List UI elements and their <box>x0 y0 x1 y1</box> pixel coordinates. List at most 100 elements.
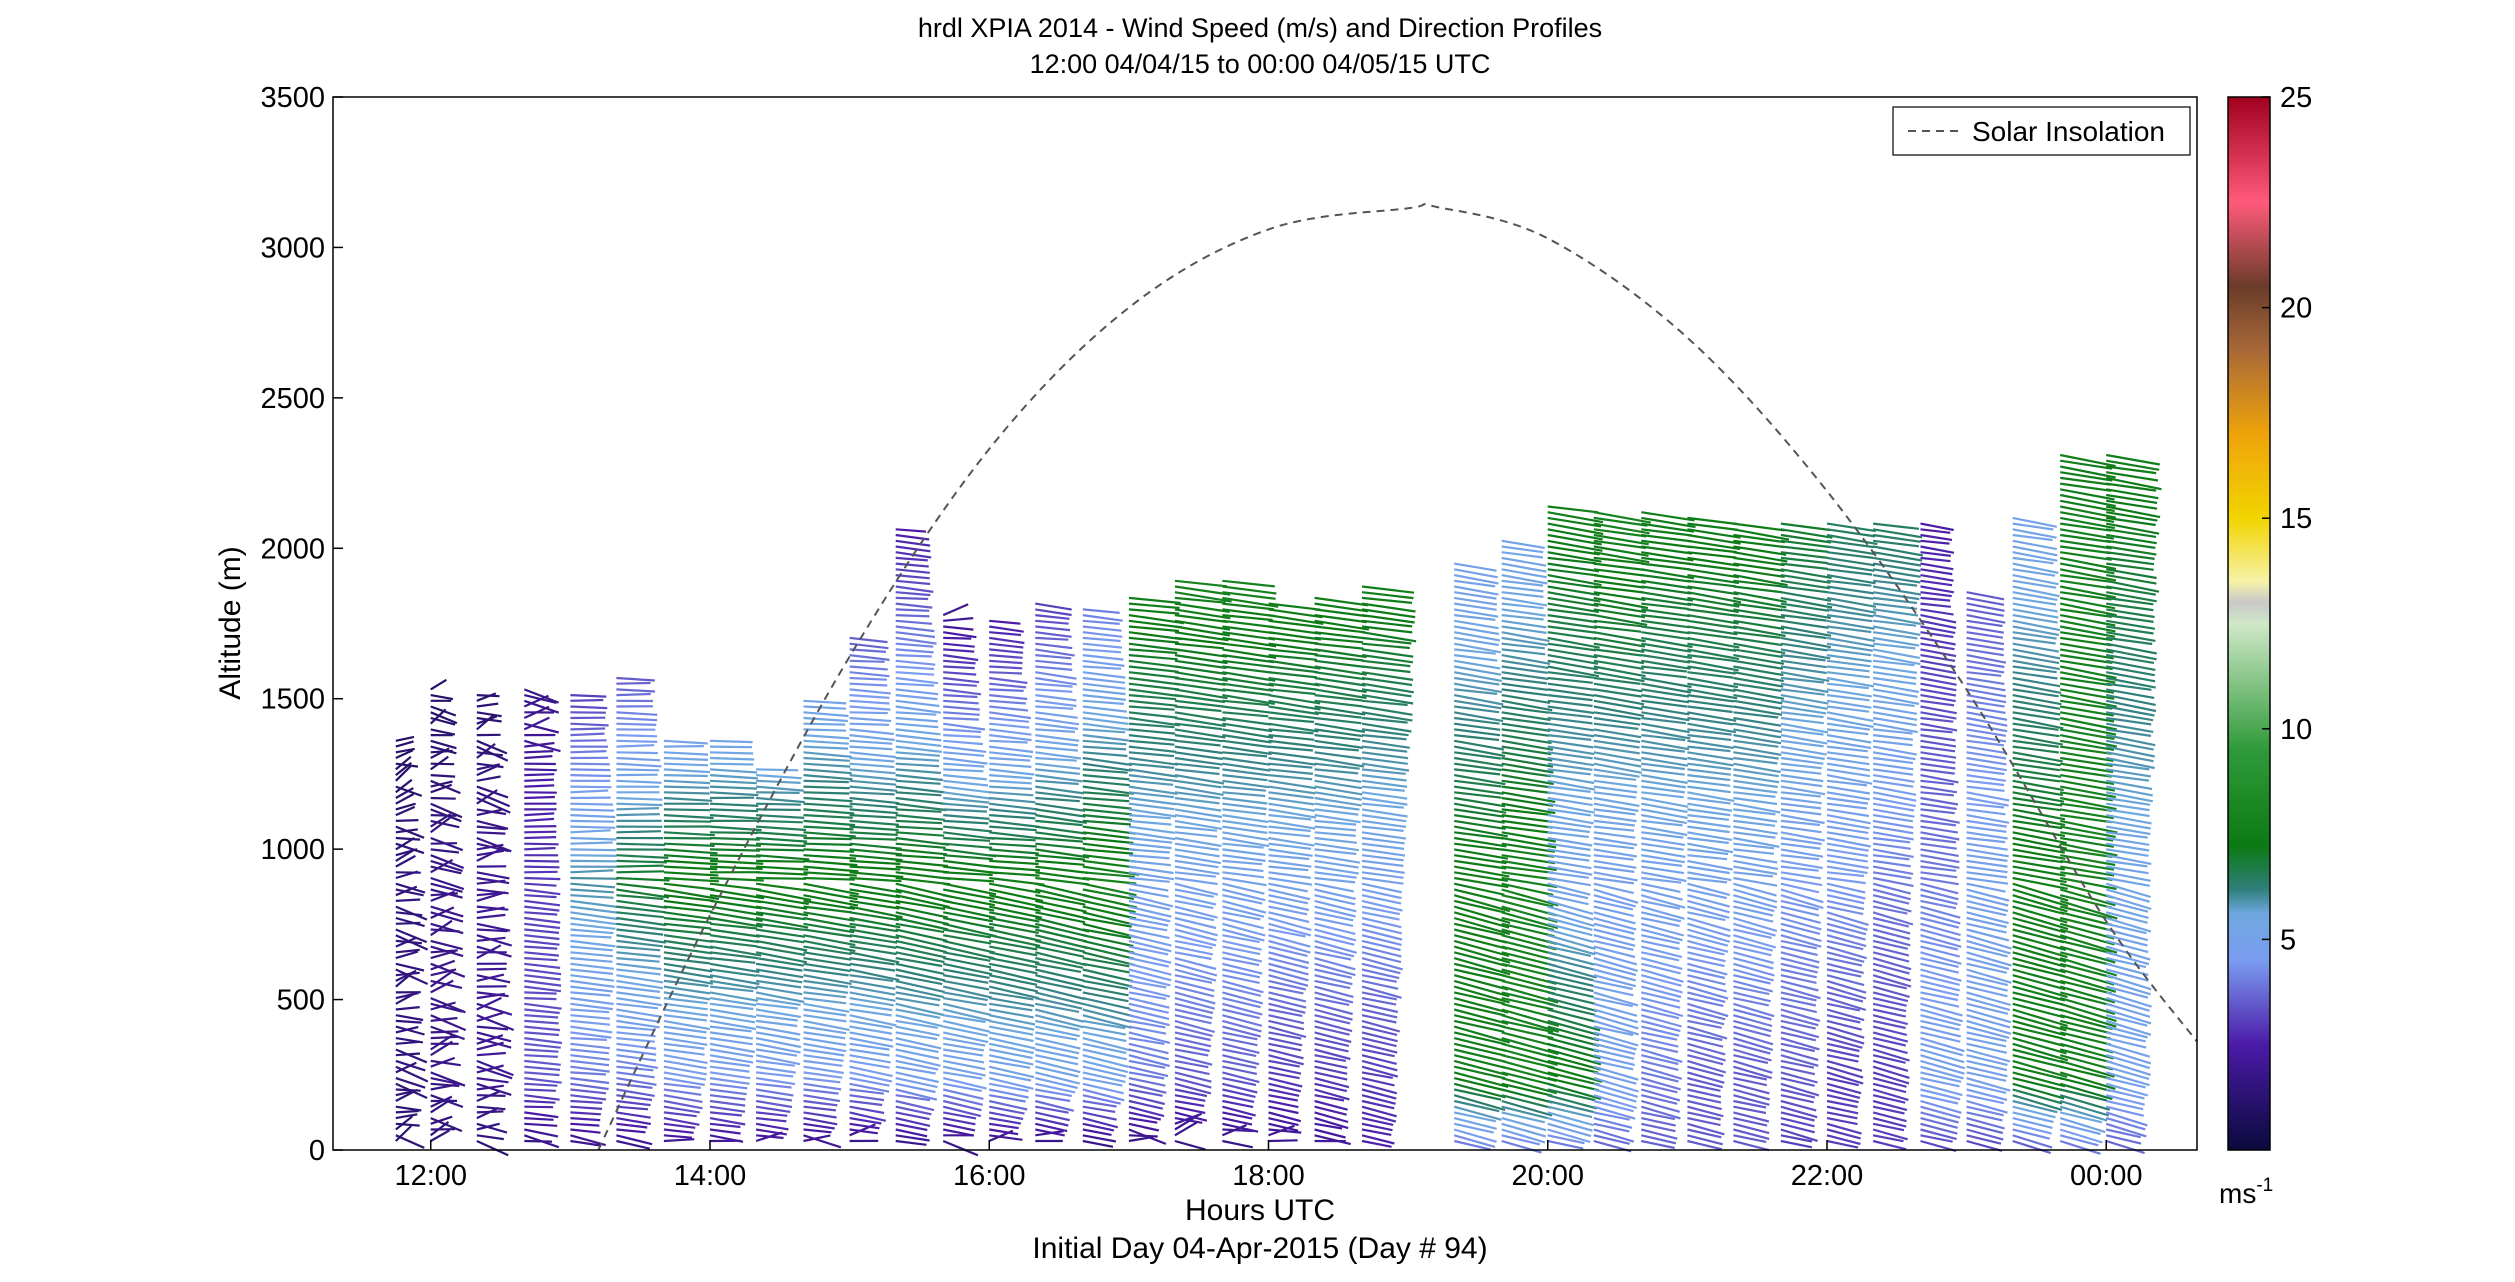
wind-barb <box>1314 1037 1350 1047</box>
wind-barb <box>1314 642 1364 650</box>
wind-barb <box>1035 974 1085 988</box>
wind-barb <box>1920 1111 1959 1124</box>
wind-barb <box>1593 568 1645 577</box>
wind-barb <box>1920 888 1959 901</box>
wind-barb <box>1872 1099 1908 1112</box>
wind-barb <box>524 842 559 846</box>
wind-barb <box>1966 768 2005 776</box>
wind-barb <box>2106 848 2149 857</box>
wind-barb <box>1641 568 1695 580</box>
wind-barb <box>1966 922 2007 934</box>
wind-barb <box>476 1031 512 1043</box>
wind-barb <box>1966 842 2008 851</box>
wind-barb <box>1966 596 2005 606</box>
wind-barb <box>849 905 903 919</box>
wind-barb <box>395 968 429 986</box>
wind-barb <box>1920 585 1955 594</box>
wind-barb <box>524 997 557 1001</box>
wind-barb <box>709 859 764 865</box>
wind-barb <box>1733 728 1782 739</box>
wind-barb <box>1501 1002 1557 1019</box>
wind-barb <box>849 1071 893 1083</box>
wind-barb <box>755 922 804 931</box>
wind-barb <box>2105 1065 2150 1081</box>
wind-barb <box>943 791 992 800</box>
wind-barb <box>1872 836 1911 844</box>
wind-barb <box>1640 1002 1684 1018</box>
wind-barb <box>1780 876 1823 887</box>
wind-barb <box>1966 1042 2008 1054</box>
wind-barb <box>1547 756 1594 767</box>
wind-barb <box>430 802 463 819</box>
wind-barb <box>755 1077 796 1086</box>
wind-barb <box>2059 796 2117 811</box>
wind-barb <box>1361 739 1410 749</box>
wind-barb <box>2012 1042 2069 1062</box>
wind-barb <box>849 962 896 972</box>
wind-barb <box>2012 631 2057 640</box>
wind-barb <box>2105 1111 2148 1127</box>
wind-barb <box>524 1088 556 1092</box>
wind-barb <box>989 865 1041 872</box>
wind-barb <box>895 916 949 931</box>
wind-barb <box>395 805 416 817</box>
wind-barb <box>1314 614 1368 624</box>
wind-barb <box>663 1082 701 1089</box>
wind-barb <box>849 716 892 723</box>
wind-barb <box>1966 688 2007 698</box>
wind-barb <box>1268 951 1310 965</box>
wind-barb <box>849 979 896 990</box>
wind-barb <box>570 934 612 939</box>
wind-barb <box>616 692 651 697</box>
wind-barb <box>1453 985 1510 1004</box>
wind-barb <box>2012 791 2065 803</box>
wind-barb <box>1920 734 1956 742</box>
wind-barb <box>476 1134 504 1141</box>
wind-barb <box>1593 836 1638 847</box>
wind-barb <box>1641 591 1694 602</box>
wind-barb <box>1780 568 1832 579</box>
wind-barb <box>1966 911 2009 925</box>
wind-barb <box>663 934 713 943</box>
colorbar-unit-base: ms <box>2219 1178 2256 1209</box>
wind-barb <box>1128 1117 1158 1124</box>
wind-barb <box>1641 1054 1679 1066</box>
wind-barb <box>2059 991 2113 1007</box>
wind-barb <box>709 791 759 797</box>
wind-barb <box>1966 642 2004 651</box>
wind-barb <box>755 939 808 952</box>
wind-barb <box>1082 1019 1126 1030</box>
wind-barb <box>1872 945 1910 957</box>
wind-barb <box>895 682 935 687</box>
wind-barb <box>1174 791 1221 800</box>
wind-barb <box>1501 694 1551 704</box>
wind-barb <box>476 1110 504 1114</box>
wind-barb <box>1826 545 1876 556</box>
wind-barb <box>1547 591 1601 603</box>
wind-barb <box>2059 1065 2111 1080</box>
wind-barb <box>430 959 456 971</box>
wind-barb <box>1314 785 1363 796</box>
wind-barb <box>570 1077 610 1085</box>
wind-barb <box>895 1031 938 1041</box>
wind-barb <box>1035 1071 1080 1085</box>
wind-barb <box>2059 499 2115 513</box>
wind-barb <box>2105 997 2151 1012</box>
wind-barb <box>2059 614 2116 627</box>
wind-barb <box>1780 922 1821 935</box>
wind-barb <box>1268 619 1321 629</box>
wind-barb <box>1361 962 1401 975</box>
wind-barb <box>1593 591 1646 602</box>
wind-barb <box>1547 991 1596 1005</box>
wind-barb <box>524 784 555 788</box>
wind-barb <box>709 779 757 785</box>
wind-barb <box>2012 539 2058 551</box>
wind-barb <box>1593 511 1651 524</box>
wind-barb <box>1453 997 1509 1014</box>
wind-barb <box>1174 585 1231 596</box>
wind-barb <box>1222 968 1261 979</box>
wind-barb <box>1082 911 1138 927</box>
wind-barb <box>1687 642 1737 652</box>
wind-barb <box>1920 951 1962 965</box>
wind-barb <box>1966 694 2007 704</box>
